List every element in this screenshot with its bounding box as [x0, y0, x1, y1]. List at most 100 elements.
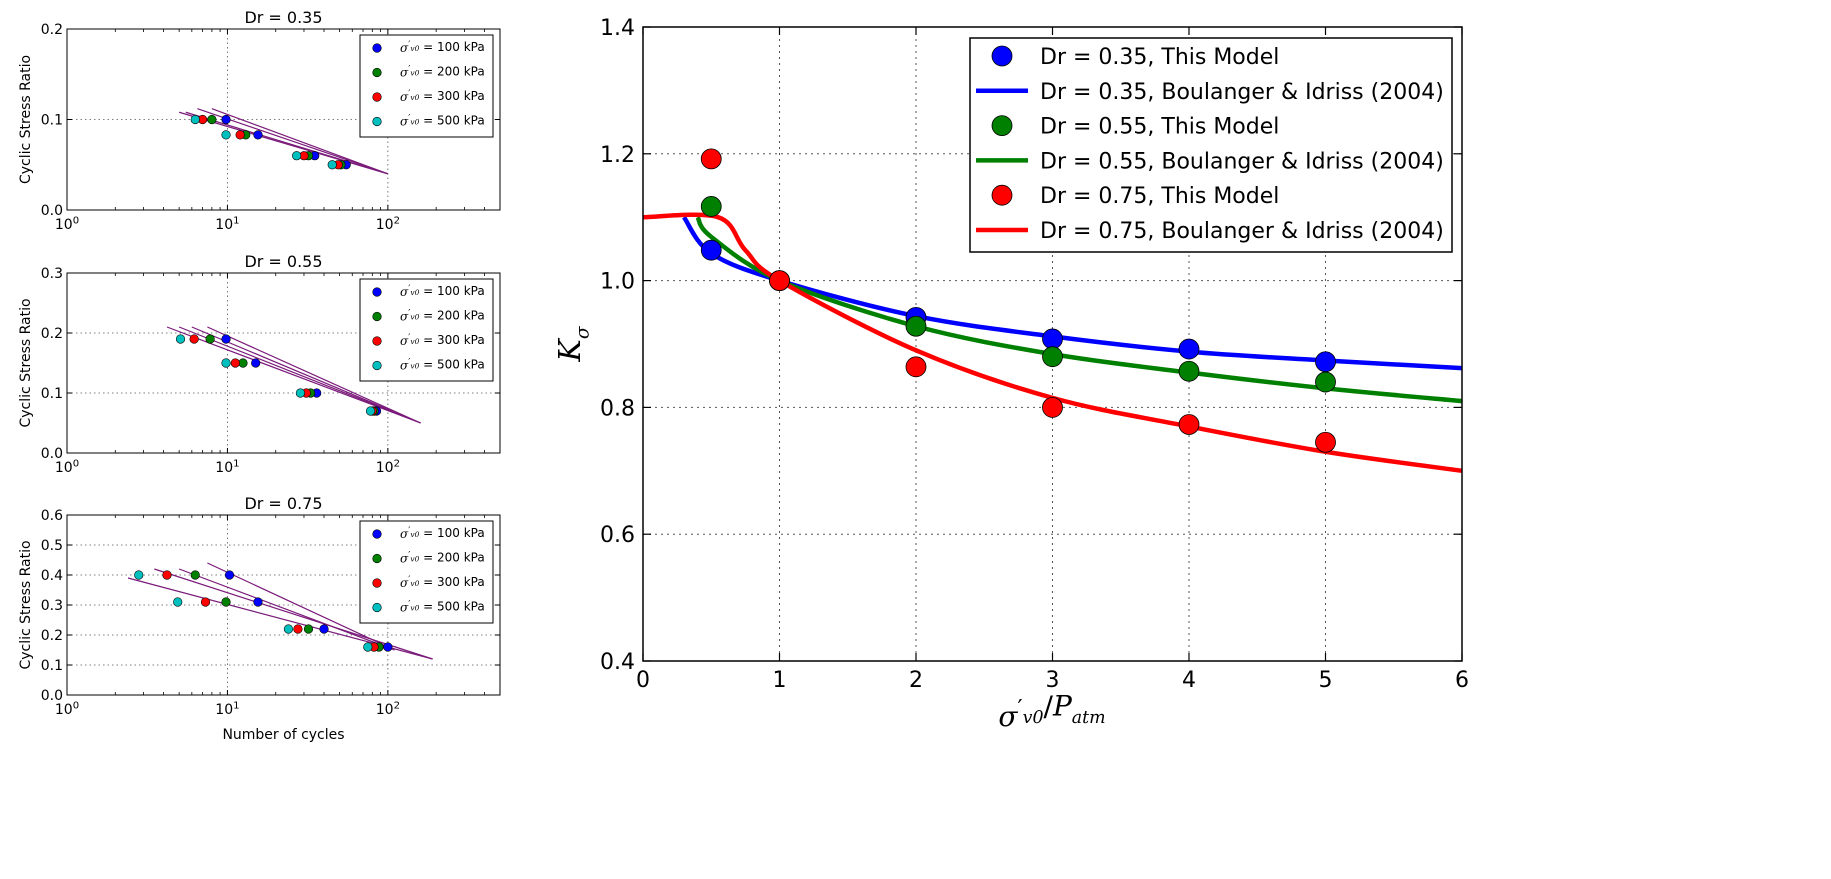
- legend-label-part: v0: [410, 361, 419, 370]
- x-tick-label: 3: [1046, 668, 1060, 693]
- legend-label-part: σ: [400, 66, 409, 80]
- y-tick-label: 0.1: [41, 658, 63, 674]
- x-tick-label-part: 2: [394, 216, 400, 227]
- x-axis-label-part: P: [1052, 689, 1073, 722]
- legend-marker: [372, 336, 382, 346]
- chart-title: Dr = 0.55: [244, 252, 322, 271]
- y-tick-label: 0.6: [41, 508, 63, 524]
- x-tick-label: 4: [1182, 668, 1196, 693]
- legend-label: Dr = 0.35, This Model: [1040, 45, 1279, 70]
- legend-label-part: = 200 kPa: [419, 64, 484, 78]
- x-axis-label-part: σ: [998, 700, 1018, 733]
- legend-label: σ′v0 = 300 kPa: [400, 88, 485, 104]
- data-point: [251, 358, 261, 368]
- x-tick-label-part: 10: [55, 217, 73, 233]
- legend-box: [359, 520, 494, 624]
- data-point: [293, 624, 303, 634]
- data-point: [363, 642, 373, 652]
- fit-line: [207, 562, 395, 651]
- y-tick-label: 0.2: [41, 22, 63, 38]
- x-tick-label: 100: [55, 216, 79, 233]
- data-point: [221, 358, 231, 368]
- data-point: [253, 130, 263, 140]
- legend-label-part: σ: [400, 310, 409, 324]
- legend-label-part: σ: [400, 285, 409, 299]
- x-tick-label-part: 2: [394, 701, 400, 712]
- x-tick-label: 0: [636, 668, 650, 693]
- y-tick-label: 1.0: [600, 270, 635, 295]
- legend-label: σ′v0 = 500 kPa: [400, 357, 485, 373]
- legend-label-part: ′: [408, 357, 410, 368]
- series-line: [643, 212, 1462, 474]
- legend-label-part: ′: [408, 88, 410, 99]
- x-tick-label-part: 1: [233, 459, 239, 470]
- legend-marker: [372, 360, 382, 371]
- legend-label: σ′v0 = 500 kPa: [400, 599, 485, 615]
- data-point: [700, 239, 722, 261]
- x-tick-label-part: 10: [215, 702, 233, 718]
- x-tick-label-part: 0: [73, 459, 79, 470]
- y-tick-label: 0.8: [600, 396, 635, 421]
- y-axis-label-part: σ: [572, 325, 593, 339]
- legend-marker: [991, 45, 1013, 67]
- data-point: [303, 624, 314, 634]
- legend-label-part: = 500 kPa: [419, 113, 484, 127]
- data-point: [383, 642, 393, 652]
- x-tick-label-part: 10: [215, 217, 233, 233]
- legend-label-part: σ: [400, 115, 409, 129]
- y-tick-label: 0.0: [41, 203, 63, 219]
- legend-label: σ′v0 = 200 kPa: [400, 64, 485, 80]
- chart-title: Dr = 0.75: [244, 494, 322, 513]
- x-tick-label-part: 0: [73, 216, 79, 227]
- y-tick-label: 0.4: [600, 650, 635, 675]
- x-tick-label: 102: [376, 216, 400, 233]
- y-axis-label: Kσ: [553, 325, 593, 362]
- x-tick-label-part: 10: [215, 460, 233, 476]
- x-tick-label: 2: [909, 668, 923, 693]
- x-tick-label: 6: [1455, 668, 1469, 693]
- data-point: [134, 570, 144, 580]
- legend-label-part: = 100 kPa: [419, 40, 484, 54]
- legend-label-part: ′: [408, 525, 410, 536]
- legend: Dr = 0.35, This Model Dr = 0.35, Boulange…: [969, 37, 1453, 253]
- data-point: [221, 114, 231, 125]
- data-point: [175, 334, 186, 344]
- axes-frame: [66, 272, 501, 454]
- data-point: [253, 597, 263, 607]
- x-tick-label: 101: [215, 701, 239, 718]
- y-tick-label: 0.3: [41, 598, 63, 614]
- data-point: [1178, 414, 1200, 435]
- legend-label-part: v0: [410, 337, 419, 346]
- legend-marker: [372, 553, 382, 564]
- x-tick-label-part: 1: [233, 216, 239, 227]
- y-tick-label: 0.0: [41, 446, 63, 462]
- y-tick-label: 0.5: [41, 538, 63, 554]
- data-point: [190, 570, 200, 580]
- data-point: [224, 570, 235, 580]
- legend-label-part: v0: [410, 579, 419, 588]
- x-tick-label-part: 0: [73, 701, 79, 712]
- x-tick-label-part: 10: [55, 460, 73, 476]
- y-tick-label: 0.1: [41, 386, 63, 402]
- legend-marker: [372, 529, 382, 539]
- legend-box: [359, 34, 494, 138]
- y-tick-label: 1.2: [600, 143, 635, 168]
- y-tick-label: 0.4: [41, 568, 63, 584]
- data-point: [327, 160, 337, 170]
- x-tick-label: 102: [376, 459, 400, 476]
- x-tick-label: 101: [215, 459, 239, 476]
- legend-marker: [372, 311, 382, 322]
- legend-label: σ′v0 = 200 kPa: [400, 308, 485, 324]
- fit-line: [178, 326, 421, 424]
- y-tick-label: 0.2: [41, 628, 63, 644]
- x-tick-label: 100: [55, 459, 79, 476]
- legend-marker: [372, 602, 382, 613]
- y-tick-label: 1.4: [600, 16, 635, 41]
- y-axis-label-part: K: [553, 338, 588, 363]
- legend-label-part: v0: [410, 603, 419, 612]
- legend-label: Dr = 0.35, Boulanger & Idriss (2004): [1040, 80, 1444, 105]
- x-axis-label-part: v0: [1023, 708, 1044, 728]
